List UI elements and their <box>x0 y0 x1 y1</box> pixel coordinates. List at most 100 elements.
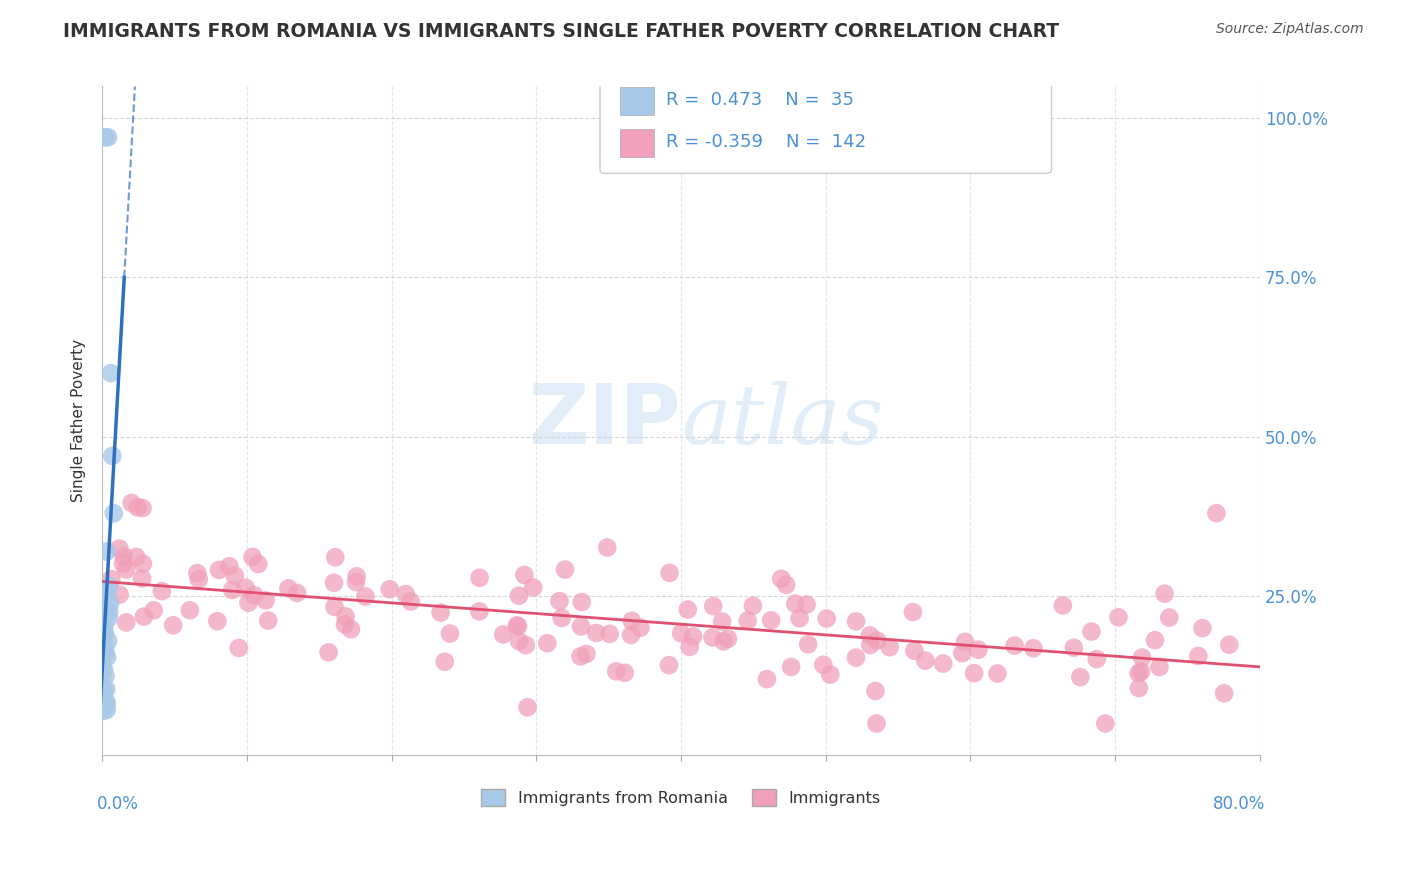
Point <box>125 549 148 564</box>
Point <box>676 602 699 616</box>
Point <box>93 704 115 718</box>
Text: 0.0%: 0.0% <box>97 796 138 814</box>
Point <box>439 626 461 640</box>
Point <box>508 634 530 648</box>
Point <box>1159 610 1181 624</box>
Point <box>340 622 363 636</box>
Point <box>963 666 986 681</box>
Point <box>1128 666 1150 681</box>
Point <box>207 614 229 628</box>
Point <box>277 582 299 596</box>
Point <box>93 612 115 626</box>
Point <box>150 584 173 599</box>
Point <box>247 557 270 571</box>
Point <box>96 544 118 558</box>
Point <box>865 684 887 698</box>
Point <box>94 130 117 145</box>
Point <box>344 574 367 589</box>
Point <box>702 631 724 645</box>
Point <box>785 597 807 611</box>
Point <box>429 606 451 620</box>
Point <box>108 588 131 602</box>
Point <box>1149 660 1171 674</box>
Point <box>1108 610 1130 624</box>
Text: 80.0%: 80.0% <box>1213 796 1265 814</box>
Text: ZIP: ZIP <box>529 380 681 461</box>
Point <box>243 588 266 602</box>
Point <box>96 584 118 599</box>
Point <box>865 716 887 731</box>
Point <box>775 578 797 592</box>
Point <box>599 627 621 641</box>
Point <box>630 621 652 635</box>
Point <box>508 589 530 603</box>
Point <box>96 695 118 709</box>
Point <box>1063 640 1085 655</box>
Point <box>1128 681 1150 695</box>
Point <box>796 598 818 612</box>
Point <box>257 614 280 628</box>
Point <box>96 698 118 712</box>
Text: atlas: atlas <box>681 381 883 461</box>
Point <box>879 640 901 655</box>
Text: R = -0.359    N =  142: R = -0.359 N = 142 <box>666 133 866 151</box>
Point <box>91 665 114 680</box>
Point <box>1205 506 1227 520</box>
Point <box>859 628 882 642</box>
Point <box>596 541 619 555</box>
Point <box>108 541 131 556</box>
Point <box>285 586 308 600</box>
Point <box>96 703 118 717</box>
Point <box>323 550 346 565</box>
Point <box>96 650 118 665</box>
Point <box>1213 686 1236 700</box>
Point <box>98 580 121 594</box>
Point <box>548 594 571 608</box>
Point <box>121 496 143 510</box>
Point <box>218 559 240 574</box>
Point <box>605 665 627 679</box>
Point <box>950 646 973 660</box>
Point <box>335 609 357 624</box>
Point <box>1080 624 1102 639</box>
Point <box>97 130 120 145</box>
Point <box>569 619 592 633</box>
Point <box>228 640 250 655</box>
Point <box>96 682 118 697</box>
Point <box>101 449 124 463</box>
Point <box>967 642 990 657</box>
Point <box>717 632 740 646</box>
Point <box>94 669 117 683</box>
Point <box>914 654 936 668</box>
Point <box>536 636 558 650</box>
Point <box>254 593 277 607</box>
Point <box>953 635 976 649</box>
Text: R =  0.473    N =  35: R = 0.473 N = 35 <box>666 91 853 110</box>
Point <box>1187 648 1209 663</box>
Point <box>93 604 115 618</box>
Point <box>131 501 153 516</box>
Point <box>111 557 134 571</box>
Point <box>179 603 201 617</box>
Point <box>1218 638 1240 652</box>
Point <box>100 572 122 586</box>
Point <box>93 627 115 641</box>
Y-axis label: Single Father Poverty: Single Father Poverty <box>72 339 86 502</box>
Point <box>395 587 418 601</box>
Point <box>323 575 346 590</box>
Point <box>932 657 955 671</box>
Point <box>513 568 536 582</box>
Point <box>208 563 231 577</box>
Point <box>789 611 811 625</box>
Point <box>97 633 120 648</box>
Point <box>93 662 115 676</box>
Point <box>93 687 115 701</box>
Point <box>1052 599 1074 613</box>
Point <box>515 638 537 652</box>
Point <box>845 650 868 665</box>
Point <box>550 611 572 625</box>
Point <box>93 682 115 697</box>
Point <box>115 563 138 577</box>
Point <box>94 641 117 656</box>
Point <box>901 605 924 619</box>
